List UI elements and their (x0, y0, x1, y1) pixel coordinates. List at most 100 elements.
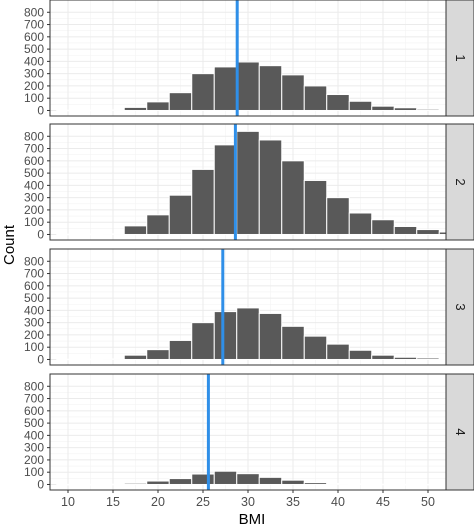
y-tick-label: 700 (24, 392, 44, 406)
facet-strip (445, 123, 474, 241)
histogram-bar (281, 160, 305, 235)
histogram-bar (146, 480, 170, 485)
y-tick-label: 300 (24, 67, 44, 81)
histogram-bar (101, 109, 125, 111)
histogram-bar (326, 94, 350, 111)
histogram-bar (78, 358, 103, 361)
y-tick-label: 0 (37, 477, 44, 491)
y-axis-title: Count (1, 224, 18, 265)
y-tick-label: 200 (24, 203, 44, 217)
y-tick-label: 300 (24, 316, 44, 330)
histogram-bar (56, 358, 80, 361)
histogram-bar (416, 108, 440, 111)
y-tick-label: 400 (24, 54, 44, 68)
y-tick-label: 400 (24, 303, 44, 317)
y-tick-label: 0 (37, 352, 44, 366)
histogram-bar (146, 349, 170, 360)
y-tick-label: 400 (24, 428, 44, 442)
y-tick-label: 600 (24, 279, 44, 293)
y-tick-label: 800 (24, 254, 44, 268)
histogram-bar (213, 66, 238, 111)
histogram-bar (281, 74, 305, 111)
histogram-bar (281, 325, 305, 360)
facet-strip-label: 2 (453, 178, 468, 185)
histogram-bar (348, 212, 373, 235)
histogram-bar (326, 343, 350, 360)
histogram-bar (326, 482, 350, 485)
y-tick-label: 500 (24, 166, 44, 180)
histogram-bar (168, 92, 193, 111)
x-tick-label: 30 (241, 495, 255, 509)
y-tick-label: 600 (24, 404, 44, 418)
histogram-bar (281, 479, 305, 485)
y-tick-label: 100 (24, 465, 44, 479)
x-axis: 10 15 20 25 30 35 40 45 50 (61, 490, 435, 509)
histogram-bar (258, 312, 283, 360)
y-tick-label: 200 (24, 328, 44, 342)
y-tick-label: 800 (24, 379, 44, 393)
histogram-bar (146, 101, 170, 111)
y-tick-label: 700 (24, 142, 44, 156)
histogram-bar (168, 194, 193, 235)
histogram-bar (123, 482, 148, 485)
y-tick-label: 500 (24, 291, 44, 305)
histogram-bar (191, 168, 215, 235)
histogram-bar (56, 233, 80, 236)
histogram-bar (303, 335, 328, 360)
x-tick-label: 20 (151, 495, 165, 509)
y-tick-label: 600 (24, 154, 44, 168)
histogram-bar (348, 483, 373, 486)
histogram-bar (213, 470, 238, 485)
histogram-bar (78, 233, 103, 236)
facet-strip (445, 0, 474, 117)
histogram-bar (168, 478, 193, 485)
x-tick-label: 25 (196, 495, 210, 509)
y-tick-label: 700 (24, 18, 44, 32)
y-tick-label: 200 (24, 79, 44, 93)
y-tick-label: 600 (24, 30, 44, 44)
histogram-bar (416, 229, 440, 235)
x-tick-label: 35 (286, 495, 300, 509)
histogram-bar (326, 197, 350, 235)
histogram-bar (416, 357, 440, 360)
y-tick-label: 300 (24, 191, 44, 205)
histogram-bar (371, 219, 395, 235)
y-tick-label: 100 (24, 340, 44, 354)
y-tick-label: 0 (37, 227, 44, 241)
histogram-bar (303, 179, 328, 235)
histogram-bar (191, 322, 215, 360)
histogram-bar (101, 483, 125, 486)
histogram-bar (146, 214, 170, 235)
histogram-bar (236, 130, 260, 235)
histogram-bar (236, 61, 260, 111)
histogram-bar (236, 473, 260, 485)
y-tick-label: 500 (24, 42, 44, 56)
histogram-bar (168, 339, 193, 360)
facet-strip-label: 3 (453, 303, 468, 310)
x-tick-label: 10 (61, 495, 75, 509)
histogram-bar (213, 144, 238, 235)
histogram-bar (123, 354, 148, 360)
histogram-bar (56, 109, 80, 112)
histogram-bar (123, 225, 148, 235)
histogram-bar (303, 85, 328, 111)
y-tick-label: 300 (24, 441, 44, 455)
histogram-bar (123, 106, 148, 111)
histogram-bar (393, 356, 418, 360)
y-tick-label: 100 (24, 91, 44, 105)
x-axis-title: BMI (239, 511, 266, 528)
histogram-bar (393, 225, 418, 235)
facet-strip (445, 248, 474, 366)
y-tick-label: 800 (24, 5, 44, 19)
histogram-bar (236, 307, 260, 360)
y-tick-label: 100 (24, 215, 44, 229)
facet-strip-label: 1 (453, 54, 468, 61)
x-tick-label: 50 (421, 495, 435, 509)
facet-strip (445, 373, 474, 491)
histogram-bar (258, 476, 283, 485)
histogram-bar (78, 109, 103, 112)
